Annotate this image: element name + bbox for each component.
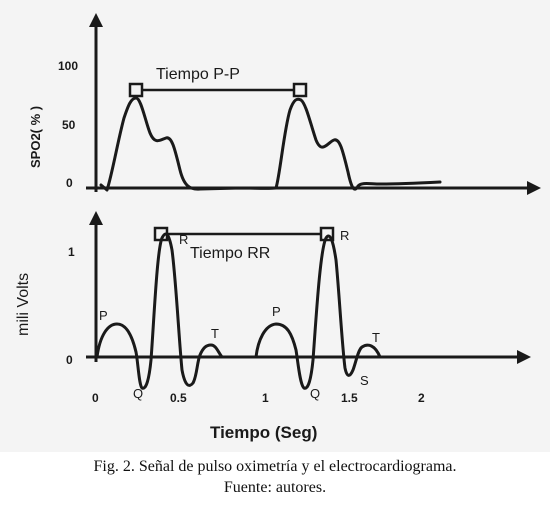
- pp-marker-right: [292, 82, 308, 98]
- top-ytick-0: 0: [66, 176, 73, 190]
- caption-line-2: Fuente: autores.: [223, 479, 327, 496]
- ecg-label-p1: P: [99, 308, 108, 323]
- figure-chart: 100 50 0 SPO2( % ) Tiempo P-P 1 0 mili V…: [15, 13, 541, 442]
- bottom-ytick-0: 0: [66, 353, 73, 367]
- ecg-label-r1: R: [179, 232, 188, 247]
- ecg-label-r2: R: [340, 228, 349, 243]
- bottom-ytick-1: 1: [68, 245, 75, 259]
- pp-marker-left: [128, 82, 144, 98]
- xtick-0: 0: [92, 391, 99, 405]
- ecg-label-t2: T: [372, 330, 380, 345]
- rr-interval-label: Tiempo RR: [190, 245, 270, 262]
- figure-background: [0, 0, 550, 452]
- pp-interval-label: Tiempo P-P: [156, 66, 240, 83]
- xtick-1: 1: [262, 391, 269, 405]
- top-y-axis-label: SPO2( % ): [28, 106, 43, 168]
- caption-line-1: Fig. 2. Señal de pulso oximetría y el el…: [93, 458, 457, 475]
- ecg-label-q2: Q: [310, 386, 320, 401]
- ecg-series-line: [95, 232, 382, 390]
- top-ytick-100: 100: [58, 59, 78, 73]
- figure-caption: Fig. 2. Señal de pulso oximetría y el el…: [0, 456, 550, 498]
- ecg-label-t1: T: [211, 326, 219, 341]
- ecg-label-s: S: [360, 373, 369, 388]
- top-ytick-50: 50: [62, 118, 76, 132]
- xtick-2: 2: [418, 391, 425, 405]
- x-axis-label: Tiempo (Seg): [210, 423, 317, 442]
- ecg-label-p2: P: [272, 304, 281, 319]
- ecg-label-q1: Q: [133, 386, 143, 401]
- xtick-1.5: 1.5: [341, 391, 358, 405]
- spo2-series-line: [99, 96, 442, 192]
- xtick-0.5: 0.5: [170, 391, 187, 405]
- bottom-y-axis-label: mili Volts: [15, 273, 32, 336]
